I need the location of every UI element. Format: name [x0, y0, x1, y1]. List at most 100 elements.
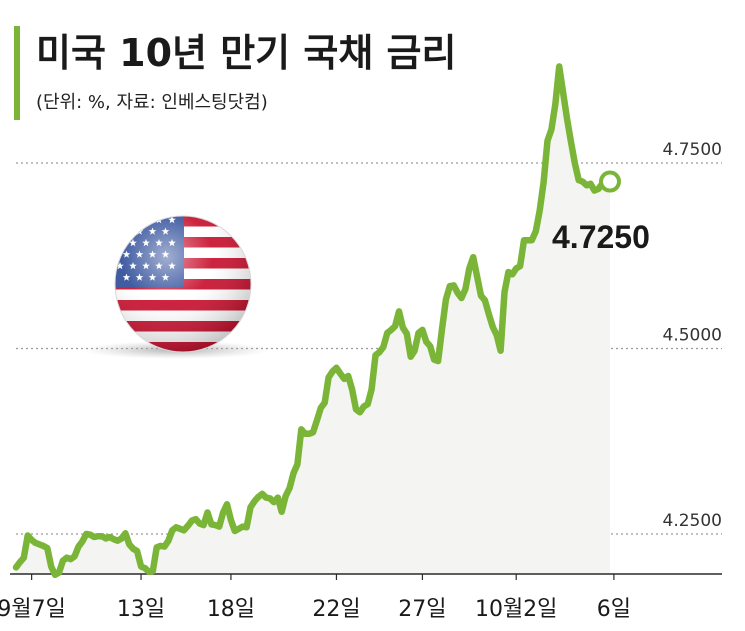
chart-title: 미국 10년 만기 국채 금리 — [36, 31, 457, 75]
data-point-31 — [134, 548, 140, 554]
data-point-79 — [322, 400, 328, 406]
data-point-67 — [275, 495, 281, 501]
y-tick-label-2: 4.7500 — [663, 140, 722, 160]
data-point-44 — [185, 523, 191, 529]
data-point-16 — [76, 544, 82, 550]
x-tick-labels: 9월7일 13일 18일 22일 27일 10월2일 6일 — [0, 574, 631, 622]
data-point-125 — [502, 289, 508, 295]
data-point-134 — [537, 208, 543, 214]
data-point-78 — [318, 405, 324, 411]
yield-line — [12, 63, 614, 579]
data-point-113 — [455, 290, 461, 296]
data-point-27 — [119, 536, 125, 542]
data-point-39 — [165, 538, 171, 544]
last-value-marker — [599, 170, 621, 193]
data-point-43 — [181, 527, 187, 533]
data-point-143 — [572, 160, 578, 166]
x-tick-label-6: 6일 — [597, 597, 631, 622]
data-point-142 — [568, 139, 574, 145]
data-point-28 — [122, 530, 128, 536]
y-tick-labels: 4.2500 4.5000 4.7500 — [663, 140, 722, 531]
data-point-11 — [56, 570, 62, 576]
last-value-label: 4.7250 — [552, 219, 650, 255]
data-point-101 — [408, 354, 414, 360]
data-point-109 — [439, 326, 445, 332]
data-point-105 — [423, 339, 429, 345]
data-point-8 — [44, 545, 50, 551]
area-fill — [16, 66, 610, 575]
data-point-117 — [470, 254, 476, 260]
data-point-123 — [494, 332, 500, 338]
data-point-138 — [552, 101, 558, 107]
data-point-85 — [345, 373, 351, 379]
chart-subtitle: (단위: %, 자료: 인베스팅닷컴) — [36, 92, 268, 113]
data-point-77 — [314, 418, 320, 424]
data-point-98 — [396, 308, 402, 314]
x-tick-label-1: 13일 — [117, 597, 165, 622]
data-point-124 — [498, 348, 504, 354]
data-point-59 — [244, 524, 250, 530]
x-tick-label-4: 27일 — [398, 597, 446, 622]
data-point-121 — [486, 311, 492, 317]
data-point-69 — [283, 493, 289, 499]
data-point-91 — [369, 386, 375, 392]
data-point-108 — [435, 358, 441, 364]
data-point-118 — [474, 274, 480, 280]
data-point-2 — [21, 555, 27, 561]
data-point-141 — [564, 116, 570, 122]
data-point-114 — [459, 295, 465, 301]
data-point-147 — [588, 181, 594, 187]
data-point-70 — [287, 485, 293, 491]
data-point-115 — [462, 286, 468, 292]
data-point-110 — [443, 297, 449, 303]
data-point-122 — [490, 324, 496, 330]
data-point-9 — [48, 564, 54, 570]
data-point-71 — [291, 470, 297, 476]
data-point-135 — [541, 179, 547, 185]
data-point-116 — [466, 265, 472, 271]
x-tick-label-2: 18일 — [207, 597, 255, 622]
data-point-0 — [13, 564, 19, 570]
data-point-102 — [412, 348, 418, 354]
data-point-86 — [349, 386, 355, 392]
data-point-97 — [392, 323, 398, 329]
data-point-90 — [365, 401, 371, 407]
data-point-17 — [79, 538, 85, 544]
data-point-139 — [556, 64, 562, 70]
data-point-140 — [560, 90, 566, 96]
y-tick-label-1: 4.5000 — [663, 326, 722, 346]
data-point-53 — [220, 510, 226, 516]
data-point-93 — [376, 349, 382, 355]
x-tick-label-3: 22일 — [312, 597, 360, 622]
data-point-120 — [482, 297, 488, 303]
data-point-55 — [228, 517, 234, 523]
data-point-1 — [17, 559, 23, 565]
data-point-35 — [150, 568, 156, 574]
x-tick-label-0: 9월7일 — [0, 597, 66, 622]
data-point-133 — [533, 228, 539, 234]
data-point-136 — [545, 138, 551, 144]
data-point-68 — [279, 509, 285, 515]
data-point-106 — [427, 343, 433, 349]
data-point-38 — [162, 544, 168, 550]
data-point-132 — [529, 237, 535, 243]
data-point-54 — [224, 501, 230, 507]
us-flag-icon — [81, 215, 271, 359]
data-point-60 — [248, 504, 254, 510]
data-point-99 — [400, 325, 406, 331]
data-point-94 — [380, 344, 386, 350]
data-point-83 — [337, 371, 343, 377]
data-point-112 — [451, 282, 457, 288]
y-tick-label-0: 4.2500 — [663, 511, 722, 531]
data-point-80 — [326, 374, 332, 380]
data-point-88 — [357, 409, 363, 415]
data-point-82 — [333, 365, 339, 371]
data-point-76 — [310, 429, 316, 435]
data-point-127 — [509, 271, 515, 277]
x-tick-label-5: 10월2일 — [475, 597, 557, 622]
data-point-129 — [517, 263, 523, 269]
data-point-52 — [216, 524, 222, 530]
data-point-49 — [205, 510, 211, 516]
data-point-48 — [201, 522, 207, 528]
